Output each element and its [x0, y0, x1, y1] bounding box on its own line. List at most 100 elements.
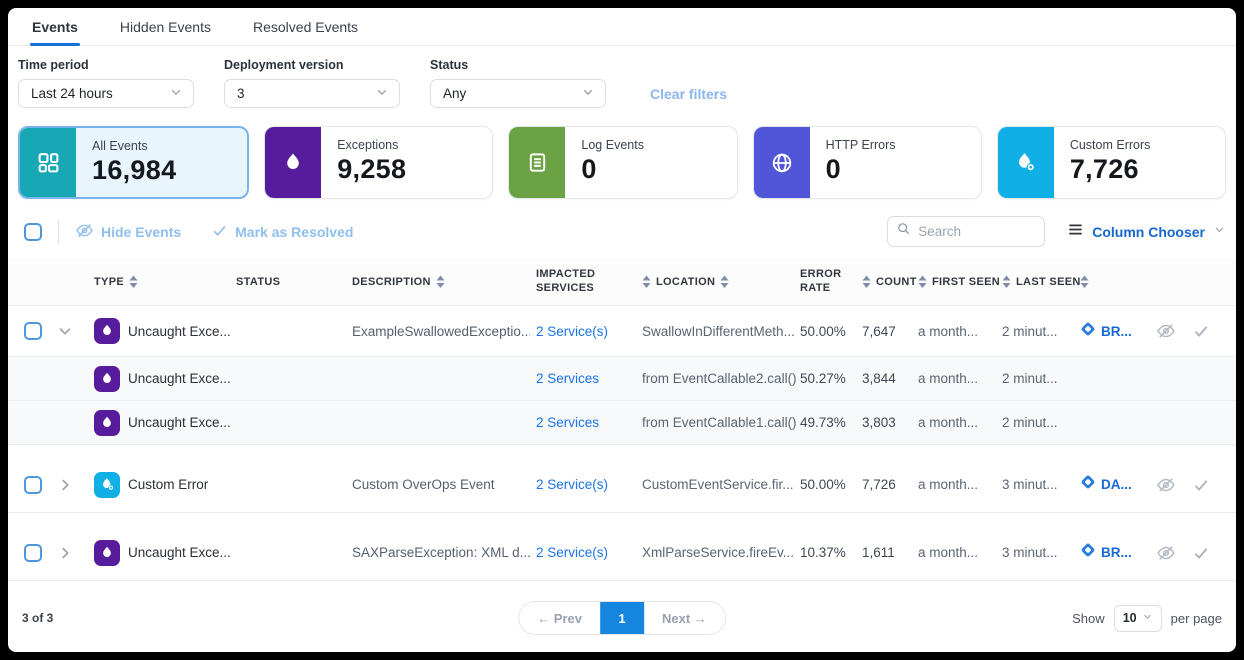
- divider: [58, 219, 59, 244]
- kebab-menu-icon[interactable]: [1226, 476, 1228, 494]
- resolve-event-icon[interactable]: [1192, 476, 1210, 494]
- event-description: ExampleSwallowedExceptio...: [352, 323, 530, 339]
- sort-icon[interactable]: [918, 275, 927, 288]
- card-label: HTTP Errors: [825, 138, 896, 152]
- header-impacted-services[interactable]: IMPACTED SERVICES: [536, 267, 596, 294]
- search-input[interactable]: [918, 224, 1029, 239]
- flame-icon: [94, 318, 120, 344]
- card-exceptions[interactable]: Exceptions 9,258: [264, 126, 494, 199]
- event-location: from EventCallable1.call(): [642, 415, 797, 430]
- sort-icon[interactable]: [129, 275, 138, 288]
- status-label: Status: [430, 58, 469, 72]
- table-row[interactable]: Uncaught Exce... SAXParseException: XML …: [8, 525, 1236, 580]
- clear-filters-button[interactable]: Clear filters: [650, 86, 728, 102]
- hide-event-icon[interactable]: [1156, 543, 1176, 563]
- jira-ticket-link[interactable]: DA...: [1080, 474, 1146, 495]
- sort-icon[interactable]: [1002, 275, 1011, 288]
- check-icon: [211, 222, 228, 242]
- chevron-down-icon: [1142, 611, 1153, 625]
- impacted-services-link[interactable]: 2 Service(s): [536, 323, 609, 339]
- expand-chevron[interactable]: [50, 544, 80, 562]
- filter-bar: Time period Last 24 hours Deployment ver…: [8, 46, 1236, 118]
- events-table: TYPE STATUS DESCRIPTION IMPACTED SERVICE…: [8, 258, 1236, 590]
- flame-icon: [94, 409, 120, 436]
- collapse-chevron[interactable]: [50, 322, 80, 340]
- page-number-button[interactable]: 1: [600, 602, 645, 634]
- header-location[interactable]: LOCATION: [630, 275, 800, 288]
- table-row[interactable]: Custom Error Custom OverOps Event 2 Serv…: [8, 457, 1236, 512]
- row-checkbox[interactable]: [24, 475, 42, 494]
- chevron-down-icon: [169, 85, 183, 102]
- tab-resolved-events[interactable]: Resolved Events: [252, 19, 359, 35]
- sort-icon[interactable]: [1080, 275, 1089, 288]
- card-custom-errors[interactable]: Custom Errors 7,726: [996, 126, 1227, 199]
- header-type[interactable]: TYPE: [80, 275, 230, 288]
- column-chooser-label: Column Chooser: [1092, 223, 1205, 240]
- next-page-button[interactable]: Next →: [662, 610, 707, 626]
- per-page-select[interactable]: 10: [1113, 604, 1162, 632]
- impacted-services-link[interactable]: 2 Services: [536, 371, 600, 386]
- jira-ticket-link[interactable]: BR...: [1080, 321, 1146, 342]
- kebab-menu-icon[interactable]: [1226, 544, 1228, 562]
- mark-resolved-button[interactable]: Mark as Resolved: [211, 222, 353, 242]
- tab-hidden-events[interactable]: Hidden Events: [119, 19, 211, 35]
- sort-icon[interactable]: [720, 275, 729, 288]
- show-label: Show: [1072, 610, 1105, 626]
- card-http-errors[interactable]: HTTP Errors 0: [752, 126, 982, 199]
- card-log-events[interactable]: Log Events 0: [508, 126, 738, 199]
- impacted-services-link[interactable]: 2 Service(s): [536, 477, 609, 492]
- error-rate: 50.00%: [800, 477, 846, 492]
- header-last-seen[interactable]: LAST SEEN: [1002, 275, 1080, 288]
- tab-events[interactable]: Events: [30, 11, 80, 46]
- hamburger-icon: [1067, 221, 1084, 243]
- jira-icon: [1080, 542, 1096, 563]
- impacted-services-link[interactable]: 2 Service(s): [536, 545, 609, 560]
- hide-event-icon[interactable]: [1156, 321, 1176, 341]
- hide-events-button[interactable]: Hide Events: [75, 221, 181, 243]
- status-filter: Status Any: [430, 58, 606, 108]
- sub-row[interactable]: Uncaught Exce... 2 Services from EventCa…: [8, 356, 1236, 400]
- first-seen: a month...: [918, 415, 979, 430]
- event-type: Uncaught Exce...: [128, 545, 230, 560]
- header-description[interactable]: DESCRIPTION: [342, 275, 530, 288]
- sort-icon[interactable]: [436, 275, 445, 288]
- chevron-down-icon: [1213, 223, 1226, 241]
- document-icon: [509, 127, 566, 198]
- pagination: ← Prev 1 Next →: [518, 601, 726, 635]
- header-count[interactable]: COUNT: [862, 275, 918, 288]
- sort-icon[interactable]: [642, 275, 651, 288]
- sub-row[interactable]: Uncaught Exce... 2 Services from EventCa…: [8, 400, 1236, 444]
- expand-chevron[interactable]: [50, 476, 80, 494]
- hide-event-icon[interactable]: [1156, 475, 1176, 495]
- deployment-version-value: 3: [237, 86, 245, 101]
- event-type: Uncaught Exce...: [128, 371, 230, 386]
- table-row[interactable]: Uncaught Exce... ExampleSwallowedExcepti…: [8, 306, 1236, 356]
- event-type: Uncaught Exce...: [128, 323, 230, 339]
- impacted-services-link[interactable]: 2 Services: [536, 415, 600, 430]
- resolve-event-icon[interactable]: [1192, 544, 1210, 562]
- event-row-group: Custom Error Custom OverOps Event 2 Serv…: [8, 457, 1236, 513]
- card-label: All Events: [92, 139, 148, 153]
- events-dashboard: Events Hidden Events Resolved Events Tim…: [8, 8, 1236, 652]
- table-footer: 3 of 3 ← Prev 1 Next → Show 10 per page: [8, 590, 1236, 652]
- row-checkbox[interactable]: [24, 543, 42, 562]
- flame-icon: [94, 365, 120, 392]
- kebab-menu-icon[interactable]: [1226, 322, 1228, 340]
- globe-icon: [753, 127, 810, 198]
- flame-gear-icon: [997, 127, 1054, 198]
- row-checkbox[interactable]: [24, 322, 42, 340]
- header-error-rate[interactable]: ERROR RATE: [800, 267, 842, 294]
- last-seen: 3 minut...: [1002, 477, 1058, 492]
- status-select[interactable]: Any: [430, 79, 606, 108]
- prev-page-button[interactable]: ← Prev: [537, 610, 583, 626]
- resolve-event-icon[interactable]: [1192, 322, 1210, 340]
- deployment-version-select[interactable]: 3: [224, 79, 400, 108]
- card-all-events[interactable]: All Events 16,984: [18, 126, 250, 199]
- select-all-checkbox[interactable]: [24, 222, 42, 241]
- header-first-seen[interactable]: FIRST SEEN: [918, 275, 1002, 288]
- jira-ticket-link[interactable]: BR...: [1080, 542, 1146, 563]
- time-period-select[interactable]: Last 24 hours: [18, 79, 194, 108]
- column-chooser-button[interactable]: Column Chooser: [1067, 221, 1226, 243]
- header-status[interactable]: STATUS: [236, 275, 281, 288]
- sort-icon[interactable]: [862, 275, 871, 288]
